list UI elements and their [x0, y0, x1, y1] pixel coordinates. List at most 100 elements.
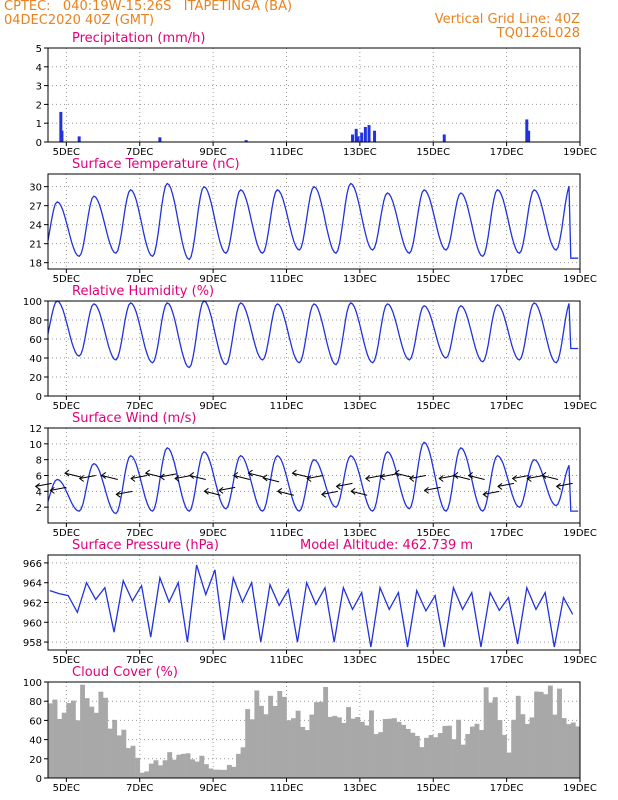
cloud-bar [488, 702, 494, 778]
wind-arrow-head [306, 475, 312, 482]
press-annotation: Model Altitude: 462.739 m [300, 538, 473, 553]
cloud-bar [125, 748, 131, 778]
x-tick-label: 15DEC [416, 147, 450, 158]
x-tick-label: 17DEC [490, 783, 524, 794]
cloud-bar [332, 715, 338, 778]
x-tick-label: 19DEC [563, 274, 597, 285]
wind-arrow-head [423, 486, 429, 494]
cloud-bar [84, 698, 90, 778]
wind-arrow-head [526, 475, 532, 482]
cloud-bar [506, 752, 512, 778]
x-tick-label: 9DEC [199, 274, 226, 285]
precip-bar [442, 134, 446, 142]
x-tick-label: 19DEC [563, 783, 597, 794]
wind-arrow [189, 474, 206, 480]
cloud-bar [323, 686, 329, 778]
cloud-bar [66, 703, 72, 778]
cloud-bar [419, 747, 425, 778]
wind-arrow [277, 490, 294, 496]
wind-arrow [497, 482, 515, 487]
cloud-bar [414, 735, 420, 778]
cloud-bar [314, 702, 319, 778]
cloud-bar [566, 724, 572, 778]
wind-arrow-head [453, 472, 459, 479]
cloud-bar [103, 697, 108, 778]
wind-arrow-head [232, 472, 239, 479]
cloud-bar [469, 726, 475, 778]
cloud-bar [346, 707, 351, 778]
precip-bar [373, 130, 377, 142]
wind-arrow-head [409, 475, 415, 482]
cloud-bar [93, 712, 99, 778]
wind-arrow [101, 474, 118, 480]
cloud-bar [557, 688, 562, 778]
cloud-bar [254, 690, 260, 778]
x-tick-label: 7DEC [126, 783, 153, 794]
wind-arrow [64, 472, 82, 478]
cloud-bar [245, 709, 251, 778]
wind-arrow-head [511, 475, 517, 482]
precip-bar [525, 119, 529, 142]
rh-frame [47, 300, 581, 397]
x-tick-label: 11DEC [270, 528, 304, 539]
wind-arrow [380, 473, 397, 478]
cloud-bar [217, 769, 223, 778]
cloud-bar [249, 719, 255, 778]
x-tick-label: 11DEC [270, 274, 304, 285]
temp-frame [47, 173, 581, 270]
cloud-bar [148, 763, 154, 778]
cloud-bar [336, 717, 342, 778]
wind-arrow-head [350, 487, 356, 495]
cloud-bar [378, 732, 384, 778]
cloud-bar [437, 733, 443, 778]
x-tick-label: 15DEC [416, 401, 450, 412]
x-tick-label: 15DEC [416, 783, 450, 794]
wind-arrow [512, 475, 529, 479]
wind-arrow-head [174, 475, 180, 482]
cloud-bar [511, 719, 517, 778]
cloud-bar [424, 737, 429, 778]
cloud-bar [258, 705, 264, 778]
cloud-bar [116, 735, 122, 778]
wind-arrow [233, 474, 250, 480]
wind-arrow [79, 475, 96, 479]
x-tick-label: 7DEC [126, 401, 153, 412]
cloud-bar [474, 723, 480, 778]
cloud-bar [387, 718, 393, 778]
wind-arrow [307, 475, 324, 479]
rh-line [47, 300, 579, 369]
y-tick-label: 10 [29, 440, 42, 451]
cloud-bar [176, 754, 182, 778]
precip-panel: Precipitation (mm/h) 0 1 2 3 4 5 5DEC 7DEC 9DEC 11… [36, 31, 597, 158]
wind-arrow-head [365, 475, 371, 482]
wind-arrow [263, 477, 280, 483]
x-tick-label: 17DEC [490, 401, 524, 412]
wind-arrow [248, 472, 265, 478]
cloud-bar [98, 691, 104, 778]
x-tick-label: 5DEC [53, 528, 80, 539]
cloud-bar [451, 739, 457, 778]
temp-line [47, 182, 579, 261]
cloud-bar [52, 699, 58, 778]
cloud-bar [364, 725, 370, 778]
x-tick-label: 7DEC [126, 274, 153, 285]
y-tick-label: 21 [29, 240, 42, 251]
x-tick-label: 7DEC [126, 528, 153, 539]
wind-arrow-head [188, 472, 195, 479]
cloud-bar [309, 714, 315, 778]
cloud-bar [236, 753, 241, 778]
cloud-bar [502, 734, 507, 778]
precip-frame [47, 47, 581, 143]
x-tick-label: 17DEC [490, 274, 524, 285]
cloud-bar [162, 760, 168, 778]
wind-arrow-head [541, 472, 547, 479]
cloud-bar [80, 684, 85, 778]
cloud-bar [213, 769, 218, 778]
cloud-bar [48, 703, 53, 778]
wind-arrow [321, 490, 338, 495]
cloud-bar [327, 716, 333, 778]
wind-arrow [468, 474, 485, 480]
precip-bar [527, 130, 531, 142]
wind-arrow [365, 475, 382, 479]
cloud-bar [121, 729, 127, 778]
